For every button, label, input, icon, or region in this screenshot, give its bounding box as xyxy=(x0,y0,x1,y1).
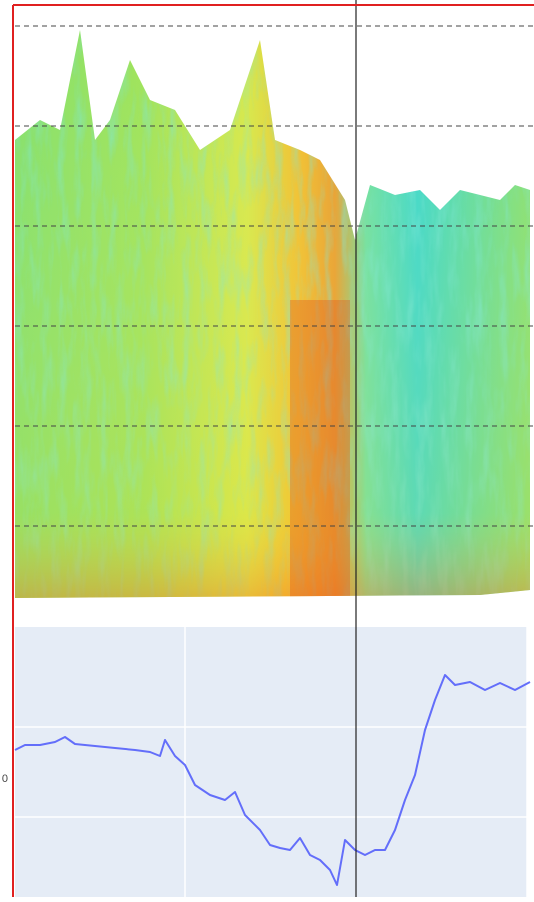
heatmap-hot xyxy=(290,300,350,598)
line-plot: 0 xyxy=(2,674,531,886)
plot-background xyxy=(15,627,527,897)
line-series xyxy=(14,674,531,886)
plot-grid xyxy=(15,627,528,897)
y-tick-label: 0 xyxy=(2,773,8,785)
heatmap xyxy=(15,30,530,598)
dashed-lines xyxy=(15,25,534,527)
heatmap-shade xyxy=(15,30,530,598)
